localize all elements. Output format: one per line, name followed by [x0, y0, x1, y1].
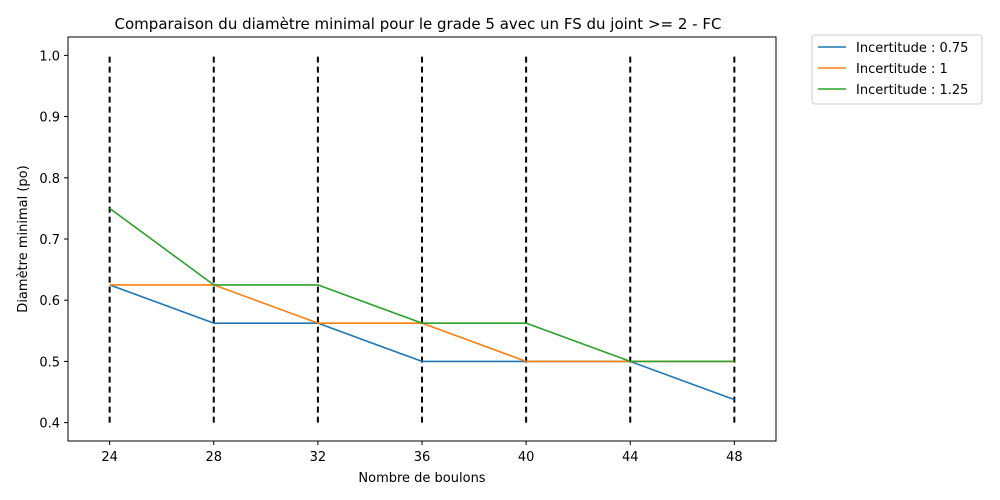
x-tick-label: 28 [205, 450, 222, 465]
plot-area [108, 55, 736, 423]
y-tick-label: 0.4 [39, 417, 60, 432]
legend-label-2: Incertitude : 1.25 [856, 83, 968, 98]
x-tick-label: 44 [622, 450, 639, 465]
x-tick-label: 36 [414, 450, 431, 465]
y-tick-label: 0.5 [39, 355, 60, 370]
x-tick-label: 32 [310, 450, 327, 465]
y-tick-label: 1.0 [39, 49, 60, 64]
legend-label-0: Incertitude : 0.75 [856, 41, 968, 56]
legend: Incertitude : 0.75 Incertitude : 1 Incerti… [811, 34, 983, 105]
y-tick-label: 0.9 [39, 111, 60, 126]
y-tick-label: 0.8 [39, 172, 60, 187]
series-line-2 [109, 207, 735, 363]
y-tick-label: 0.6 [39, 294, 60, 309]
x-tick-label: 40 [518, 450, 535, 465]
legend-box [811, 34, 983, 105]
y-tick-label: 0.7 [39, 233, 60, 248]
axis-ticks: 24 28 32 36 40 44 48 0.4 0.5 0.6 0.7 0.8 0.9 1.0 [39, 49, 742, 465]
x-tick-label: 48 [726, 450, 743, 465]
x-tick-label: 24 [101, 450, 118, 465]
y-axis-title: Diamètre minimal (po) [16, 165, 31, 312]
legend-label-1: Incertitude : 1 [856, 62, 948, 77]
x-axis-title: Nombre de boulons [358, 471, 485, 486]
chart-title: Comparaison du diamètre minimal pour le … [115, 15, 722, 33]
